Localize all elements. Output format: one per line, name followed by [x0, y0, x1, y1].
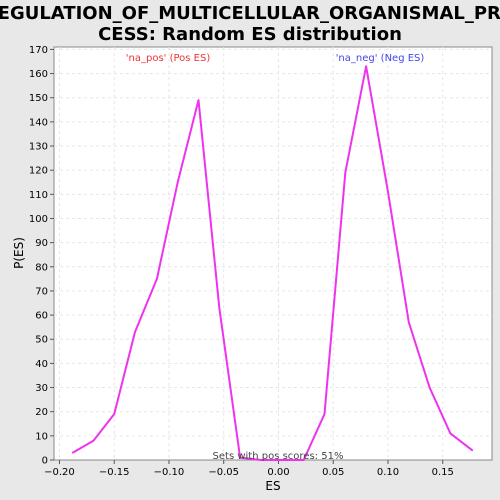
data-point — [280, 459, 283, 461]
data-point — [197, 99, 200, 101]
data-point — [218, 307, 221, 309]
data-point — [239, 456, 241, 459]
x-tick-label: −0.05 — [208, 467, 239, 478]
x-tick-label: −0.10 — [154, 467, 185, 478]
y-axis-ticks: 0 10 20 30 40 50 60 70 80 90 100 110 120 130 140 150 160… — [29, 45, 54, 467]
data-point — [407, 321, 410, 324]
y-tick-label: 20 — [35, 407, 48, 418]
data-point — [344, 171, 347, 174]
data-point — [471, 449, 474, 452]
data-point — [302, 459, 305, 461]
x-axis-label: ES — [265, 479, 280, 493]
data-point — [387, 191, 389, 193]
x-tick-label: −0.20 — [44, 467, 75, 478]
y-tick-label: 120 — [29, 166, 48, 177]
x-tick-label: 0.00 — [267, 467, 289, 478]
x-tick-label: 0.05 — [322, 467, 344, 478]
x-tick-label: 0.15 — [432, 467, 454, 478]
y-tick-label: 150 — [29, 93, 48, 104]
data-point — [176, 181, 179, 184]
chart-title-line2: CESS: Random ES distribution — [98, 24, 402, 45]
data-point — [260, 459, 262, 461]
data-point — [323, 413, 326, 415]
y-axis-label: P(ES) — [12, 237, 26, 269]
chart-title-line1: REGULATION_OF_MULTICELLULAR_ORGANISMAL_P… — [0, 3, 500, 24]
y-tick-label: 140 — [29, 117, 48, 128]
grid — [54, 47, 492, 460]
data-point — [449, 432, 452, 435]
data-point — [71, 451, 74, 454]
data-point — [92, 439, 95, 442]
series-layer — [71, 65, 474, 461]
y-tick-label: 110 — [29, 190, 48, 201]
y-tick-label: 0 — [42, 456, 48, 467]
data-point — [156, 278, 158, 280]
y-tick-label: 70 — [35, 286, 48, 297]
neg-es-label: 'na_neg' (Neg ES) — [336, 53, 425, 64]
x-tick-label: −0.15 — [99, 467, 130, 478]
y-tick-label: 100 — [29, 214, 48, 225]
y-tick-label: 10 — [35, 431, 48, 442]
data-point — [428, 386, 431, 389]
data-point — [134, 331, 136, 333]
y-tick-label: 170 — [29, 45, 48, 56]
y-tick-label: 160 — [29, 69, 48, 80]
y-tick-label: 90 — [35, 238, 48, 249]
y-tick-label: 50 — [35, 335, 48, 346]
pos-score-note: Sets with pos scores: 51% — [213, 451, 344, 462]
plot-area — [53, 46, 493, 461]
data-point — [365, 65, 367, 68]
y-tick-label: 30 — [35, 383, 48, 394]
y-tick-label: 40 — [35, 359, 48, 370]
y-tick-label: 60 — [35, 311, 48, 322]
x-tick-label: 0.10 — [377, 467, 399, 478]
pos-es-label: 'na_pos' (Pos ES) — [126, 53, 211, 64]
y-tick-label: 130 — [29, 142, 48, 153]
es-distribution-line — [72, 65, 473, 461]
x-axis-ticks: −0.20 −0.15 −0.10 −0.05 0.00 0.05 0.10 0.15 — [44, 460, 454, 478]
y-tick-label: 80 — [35, 262, 48, 273]
data-point — [113, 413, 116, 415]
